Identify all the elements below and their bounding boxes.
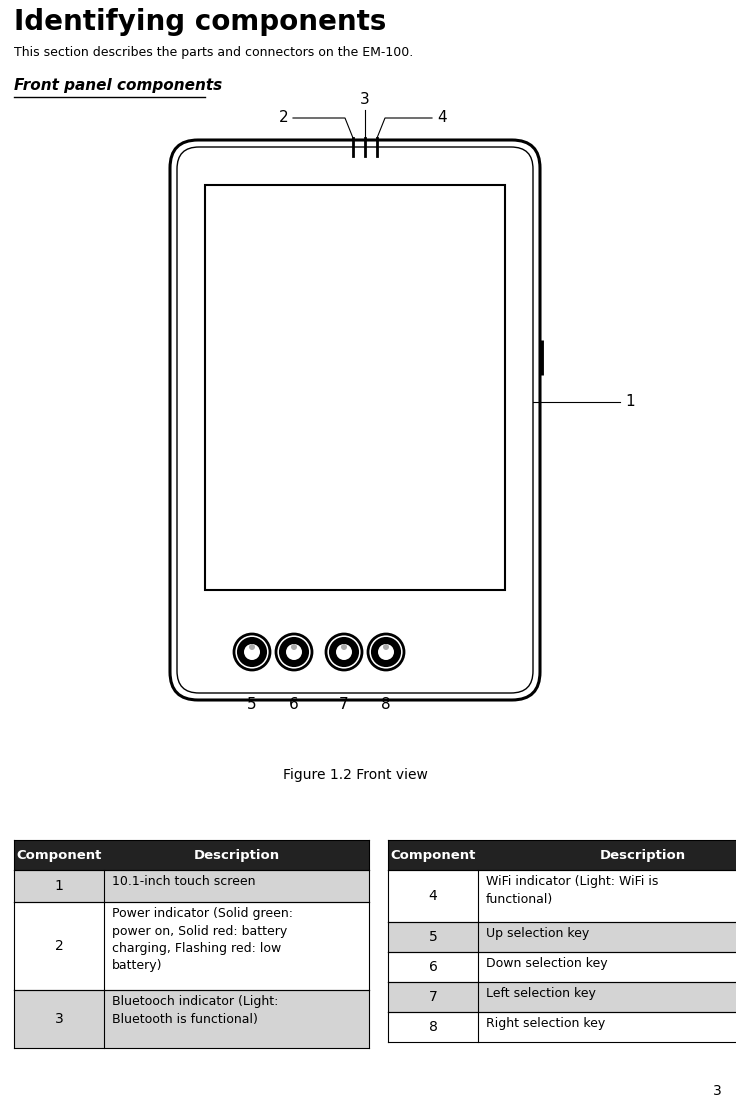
Circle shape — [368, 634, 404, 670]
Circle shape — [378, 644, 394, 660]
Text: Bluetooch indicator (Light:
Bluetooth is functional): Bluetooch indicator (Light: Bluetooth is… — [112, 995, 278, 1025]
Text: WiFi indicator (Light: WiFi is
functional): WiFi indicator (Light: WiFi is functiona… — [486, 875, 659, 906]
Bar — [388, 922, 736, 953]
Circle shape — [238, 638, 266, 666]
Text: Up selection key: Up selection key — [486, 927, 590, 940]
Bar — [14, 902, 369, 991]
Text: 2: 2 — [54, 939, 63, 953]
Circle shape — [330, 638, 358, 666]
Bar — [388, 870, 736, 922]
Text: 7: 7 — [428, 991, 437, 1004]
Text: 5: 5 — [428, 930, 437, 944]
Text: Identifying components: Identifying components — [14, 8, 386, 36]
Text: Component: Component — [16, 849, 102, 862]
Circle shape — [326, 634, 362, 670]
Text: Right selection key: Right selection key — [486, 1017, 605, 1030]
Circle shape — [383, 644, 389, 650]
Text: Figure 1.2 Front view: Figure 1.2 Front view — [283, 768, 428, 781]
Bar — [388, 982, 736, 1012]
Circle shape — [291, 644, 297, 650]
FancyBboxPatch shape — [170, 140, 540, 700]
Text: 1: 1 — [625, 395, 634, 409]
Text: 10.1-inch touch screen: 10.1-inch touch screen — [112, 875, 255, 888]
FancyBboxPatch shape — [177, 146, 533, 693]
Circle shape — [249, 644, 255, 650]
Text: 1: 1 — [54, 879, 63, 893]
Text: 4: 4 — [428, 889, 437, 903]
Circle shape — [341, 644, 347, 650]
Text: 8: 8 — [428, 1020, 437, 1034]
Circle shape — [286, 644, 302, 660]
Bar — [205, 184, 505, 590]
Circle shape — [234, 634, 270, 670]
Text: Front panel components: Front panel components — [14, 78, 222, 93]
Bar — [388, 1012, 736, 1042]
Circle shape — [336, 644, 352, 660]
Bar — [388, 953, 736, 982]
Bar — [14, 991, 369, 1048]
Text: 7: 7 — [339, 697, 349, 712]
Text: 8: 8 — [381, 697, 391, 712]
Text: Down selection key: Down selection key — [486, 957, 608, 970]
Text: Left selection key: Left selection key — [486, 987, 596, 999]
Text: This section describes the parts and connectors on the EM-100.: This section describes the parts and con… — [14, 46, 413, 59]
Circle shape — [276, 634, 312, 670]
Text: 6: 6 — [289, 697, 299, 712]
Text: 6: 6 — [428, 960, 437, 974]
Text: 3: 3 — [713, 1084, 722, 1098]
Circle shape — [372, 638, 400, 666]
Bar — [14, 870, 369, 902]
Text: 5: 5 — [247, 697, 257, 712]
Text: 4: 4 — [437, 111, 447, 125]
Text: Power indicator (Solid green:
power on, Solid red: battery
charging, Flashing re: Power indicator (Solid green: power on, … — [112, 907, 293, 973]
Bar — [388, 840, 736, 870]
Text: Description: Description — [600, 849, 686, 862]
Circle shape — [244, 644, 260, 660]
Text: 3: 3 — [360, 92, 370, 107]
Text: 2: 2 — [278, 111, 288, 125]
Text: Component: Component — [390, 849, 475, 862]
Circle shape — [280, 638, 308, 666]
Text: 3: 3 — [54, 1012, 63, 1026]
Bar — [14, 840, 369, 870]
Text: Description: Description — [194, 849, 280, 862]
